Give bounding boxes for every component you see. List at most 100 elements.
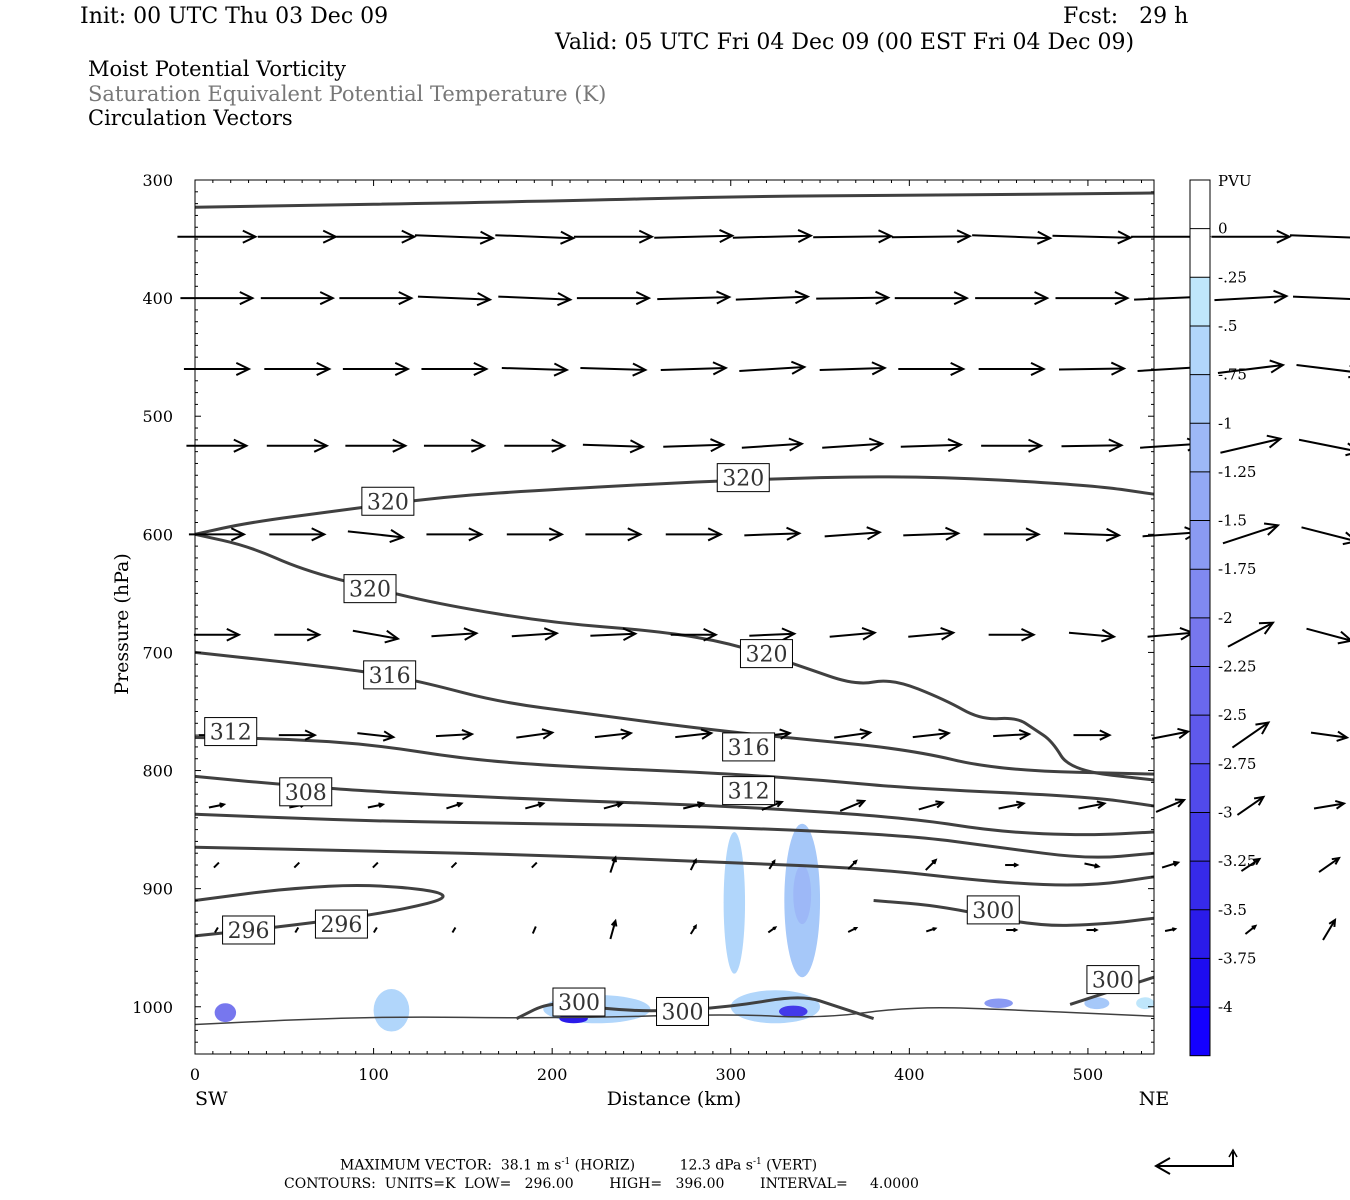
horiz-exponent: -1 (561, 1157, 571, 1167)
vector-3-2 (345, 438, 408, 453)
colorbar-swatch-7 (1190, 520, 1210, 570)
vector-6-1 (278, 729, 318, 741)
y-tick-900: 900 (142, 880, 173, 899)
contour-label-14: 300 (656, 996, 710, 1026)
colorbar-swatch-3 (1190, 325, 1210, 375)
vector-5-3 (431, 627, 479, 641)
colorbar-label-8: -2 (1218, 609, 1233, 627)
colorbar-swatch-11 (1190, 715, 1210, 764)
theta-contour-4 (194, 736, 1155, 808)
vector-4-5 (585, 527, 643, 542)
vector-4-9 (903, 526, 961, 541)
colorbar-title: PVU (1218, 172, 1252, 190)
colorbar-swatch-2 (1190, 277, 1210, 326)
x-left-label: SW (195, 1088, 228, 1110)
vector-7-4 (525, 801, 546, 810)
vector-7-5 (603, 801, 625, 810)
contour-label-text-0: 320 (367, 490, 409, 515)
vector-9-1 (294, 926, 300, 934)
colorbar-label-6: -1.5 (1218, 512, 1247, 530)
vector-7-8 (839, 799, 867, 812)
contour-label-text-9: 296 (228, 919, 270, 944)
vector-4-7 (744, 526, 802, 541)
vector-7-14 (1313, 799, 1347, 810)
contour-label-text-10: 296 (320, 913, 362, 938)
vector-2-9 (898, 361, 966, 376)
vector-8-2 (372, 861, 379, 869)
vector-1-14 (1292, 295, 1350, 300)
contour-label-text-7: 312 (728, 780, 770, 805)
vector-4-11 (1063, 527, 1122, 542)
vector-8-1 (293, 861, 301, 869)
max-horiz-value: 38.1 m s (500, 1157, 562, 1174)
vector-5-5 (590, 627, 638, 642)
contour-label-text-5: 316 (728, 736, 770, 761)
vector-0-2 (336, 229, 417, 244)
reference-vector-arrow (1153, 1148, 1238, 1175)
vector-1-4 (498, 292, 573, 307)
vector-2-14 (1296, 363, 1350, 379)
vector-5-4 (511, 627, 560, 641)
vector-8-0 (213, 861, 220, 869)
x-axis-title: Distance (km) (607, 1088, 742, 1110)
vector-9-11 (1086, 927, 1099, 933)
vert-exponent: -1 (752, 1157, 762, 1167)
vector-0-7 (732, 229, 814, 243)
max-vector-label: MAXIMUM VECTOR: (340, 1157, 492, 1174)
pv-blob-10 (1084, 997, 1110, 1010)
vector-5-10 (988, 627, 1036, 642)
vector-4-1 (269, 527, 327, 542)
vector-3-1 (266, 438, 330, 453)
contour-label-2: 320 (343, 574, 397, 604)
colorbar-swatch-12 (1190, 763, 1210, 813)
colorbar-label-1: -.25 (1218, 268, 1247, 286)
vector-6-4 (516, 728, 555, 740)
vector-0-10 (972, 230, 1053, 245)
vector-1-11 (1055, 291, 1130, 306)
vector-0-1 (257, 229, 339, 244)
colorbar-label-11: -2.75 (1218, 755, 1256, 773)
y-tick-300: 300 (142, 171, 173, 190)
contour-label-7: 312 (722, 776, 776, 806)
theta-contour-3 (194, 650, 1155, 776)
init-time: Init: 00 UTC Thu 03 Dec 09 (80, 4, 389, 29)
pv-blob-11 (1136, 997, 1155, 1010)
vector-3-4 (504, 438, 567, 453)
vector-6-3 (435, 729, 475, 741)
contour-label-text-12: 300 (1092, 969, 1134, 994)
contour-label-9: 296 (222, 915, 276, 945)
contour-label-text-14: 300 (662, 1000, 704, 1025)
colorbar-label-5: -1.25 (1218, 463, 1256, 481)
y-tick-400: 400 (142, 289, 173, 308)
vector-2-6 (660, 361, 729, 376)
y-axis-title: Pressure (hPa) (111, 553, 133, 695)
vector-6-13 (1231, 721, 1271, 749)
vector-8-4 (531, 861, 538, 869)
vector-0-6 (654, 229, 735, 243)
vector-6-11 (1073, 729, 1112, 741)
colorbar-swatch-5 (1190, 423, 1210, 472)
contour-label-1: 320 (716, 463, 770, 493)
vector-3-6 (663, 438, 726, 453)
forecast-hour: Fcst: 29 h (1063, 4, 1189, 29)
vector-1-7 (735, 290, 811, 305)
vector-3-13 (1220, 434, 1283, 454)
vector-3-14 (1298, 438, 1350, 457)
contour-label-5: 316 (722, 732, 776, 762)
pv-blob-6 (730, 990, 821, 1024)
vector-4-6 (665, 527, 724, 542)
vector-1-3 (417, 292, 493, 307)
vector-5-6 (670, 627, 719, 642)
colorbar-label-15: -3.75 (1218, 949, 1256, 967)
contour-label-text-4: 316 (369, 664, 411, 689)
vector-0-0 (177, 229, 258, 244)
vector-9-13 (1244, 924, 1258, 935)
vector-2-11 (1058, 361, 1127, 376)
colorbar-swatch-4 (1190, 374, 1210, 424)
vector-9-10 (1006, 927, 1019, 933)
contours-info: CONTOURS: UNITS=K LOW= 296.00 HIGH= 396.… (284, 1176, 919, 1192)
vector-2-0 (183, 361, 252, 376)
contour-label-10: 296 (314, 909, 368, 939)
vector-4-12 (1142, 526, 1200, 541)
vector-1-2 (339, 291, 414, 306)
